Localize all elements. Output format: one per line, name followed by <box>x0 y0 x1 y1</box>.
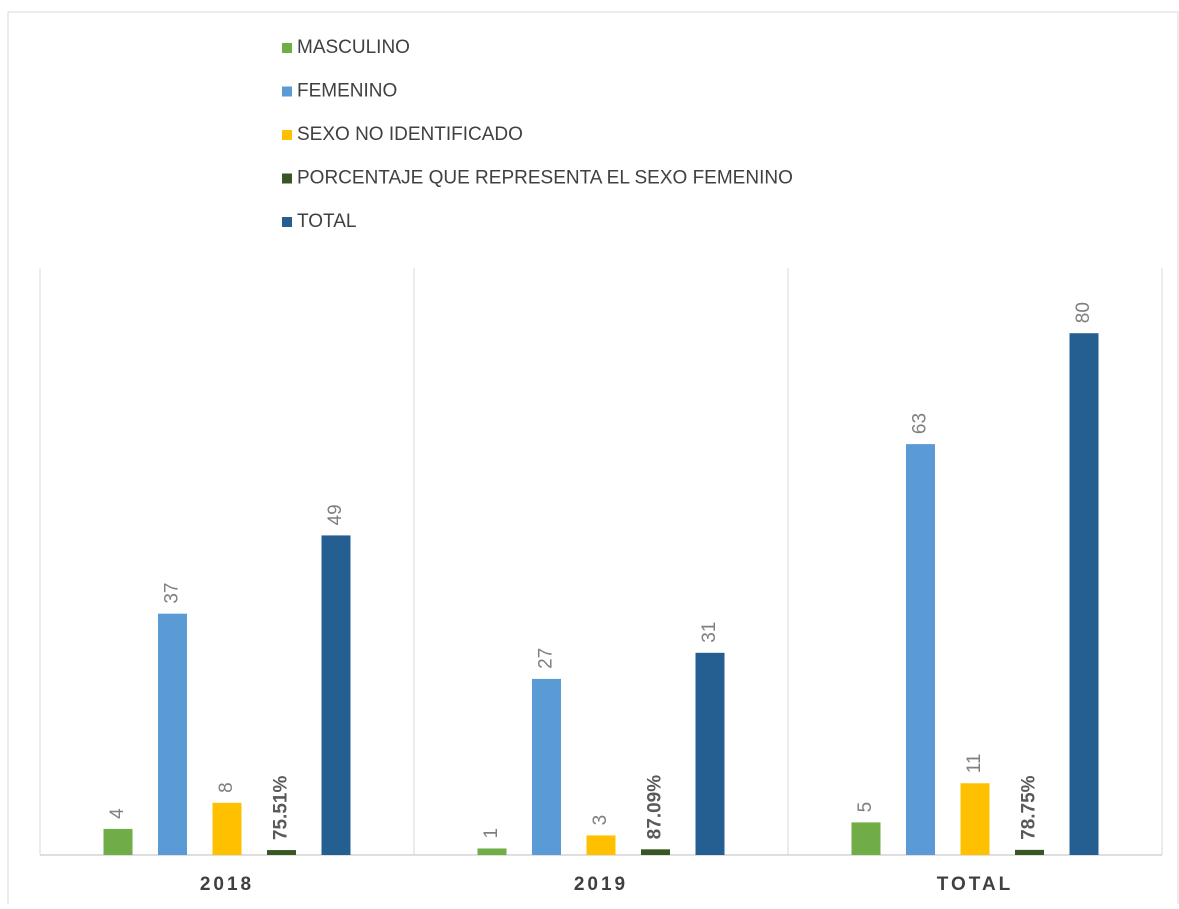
bar <box>1069 333 1099 855</box>
bar <box>586 835 616 855</box>
legend-label: TOTAL <box>297 211 356 232</box>
bar <box>1015 849 1044 855</box>
data-label: 87.09% <box>645 775 666 840</box>
x-tick-label: TOTAL <box>937 874 1014 895</box>
legend-label: SEXO NO IDENTIFICADO <box>297 124 523 145</box>
data-label: 80 <box>1073 302 1094 323</box>
bar <box>477 848 507 855</box>
bar <box>641 849 670 855</box>
legend-label: MASCULINO <box>297 37 410 58</box>
legend-swatch <box>282 130 292 140</box>
legend-swatch <box>282 217 292 227</box>
data-label: 78.75% <box>1019 775 1040 840</box>
data-label: 49 <box>325 504 346 525</box>
data-label: 1 <box>481 828 502 839</box>
bar <box>695 652 725 855</box>
data-label: 37 <box>162 583 183 604</box>
bar <box>532 678 561 855</box>
x-tick-label: 2019 <box>574 874 628 895</box>
data-label: 3 <box>590 815 611 826</box>
data-label: 63 <box>910 413 931 434</box>
bar <box>851 822 881 855</box>
legend-label: FEMENINO <box>297 81 397 102</box>
legend-label: PORCENTAJE QUE REPRESENTA EL SEXO FEMENI… <box>297 168 793 189</box>
bar <box>212 802 242 855</box>
data-label: 8 <box>216 782 237 793</box>
legend-swatch <box>282 86 292 97</box>
bar <box>158 613 187 855</box>
bar <box>960 783 990 855</box>
data-label: 75.51% <box>271 776 292 841</box>
data-label: 27 <box>536 648 557 669</box>
bar <box>267 850 296 855</box>
data-label: 11 <box>964 754 985 774</box>
x-tick-label: 2018 <box>200 874 254 895</box>
data-label: 5 <box>855 802 876 813</box>
data-label: 31 <box>699 622 720 643</box>
bar <box>321 535 351 855</box>
legend-swatch <box>282 43 292 53</box>
bar <box>906 444 935 855</box>
bar <box>103 828 133 855</box>
data-label: 4 <box>107 808 128 819</box>
legend-swatch <box>282 173 292 184</box>
chart-border <box>7 11 1179 909</box>
